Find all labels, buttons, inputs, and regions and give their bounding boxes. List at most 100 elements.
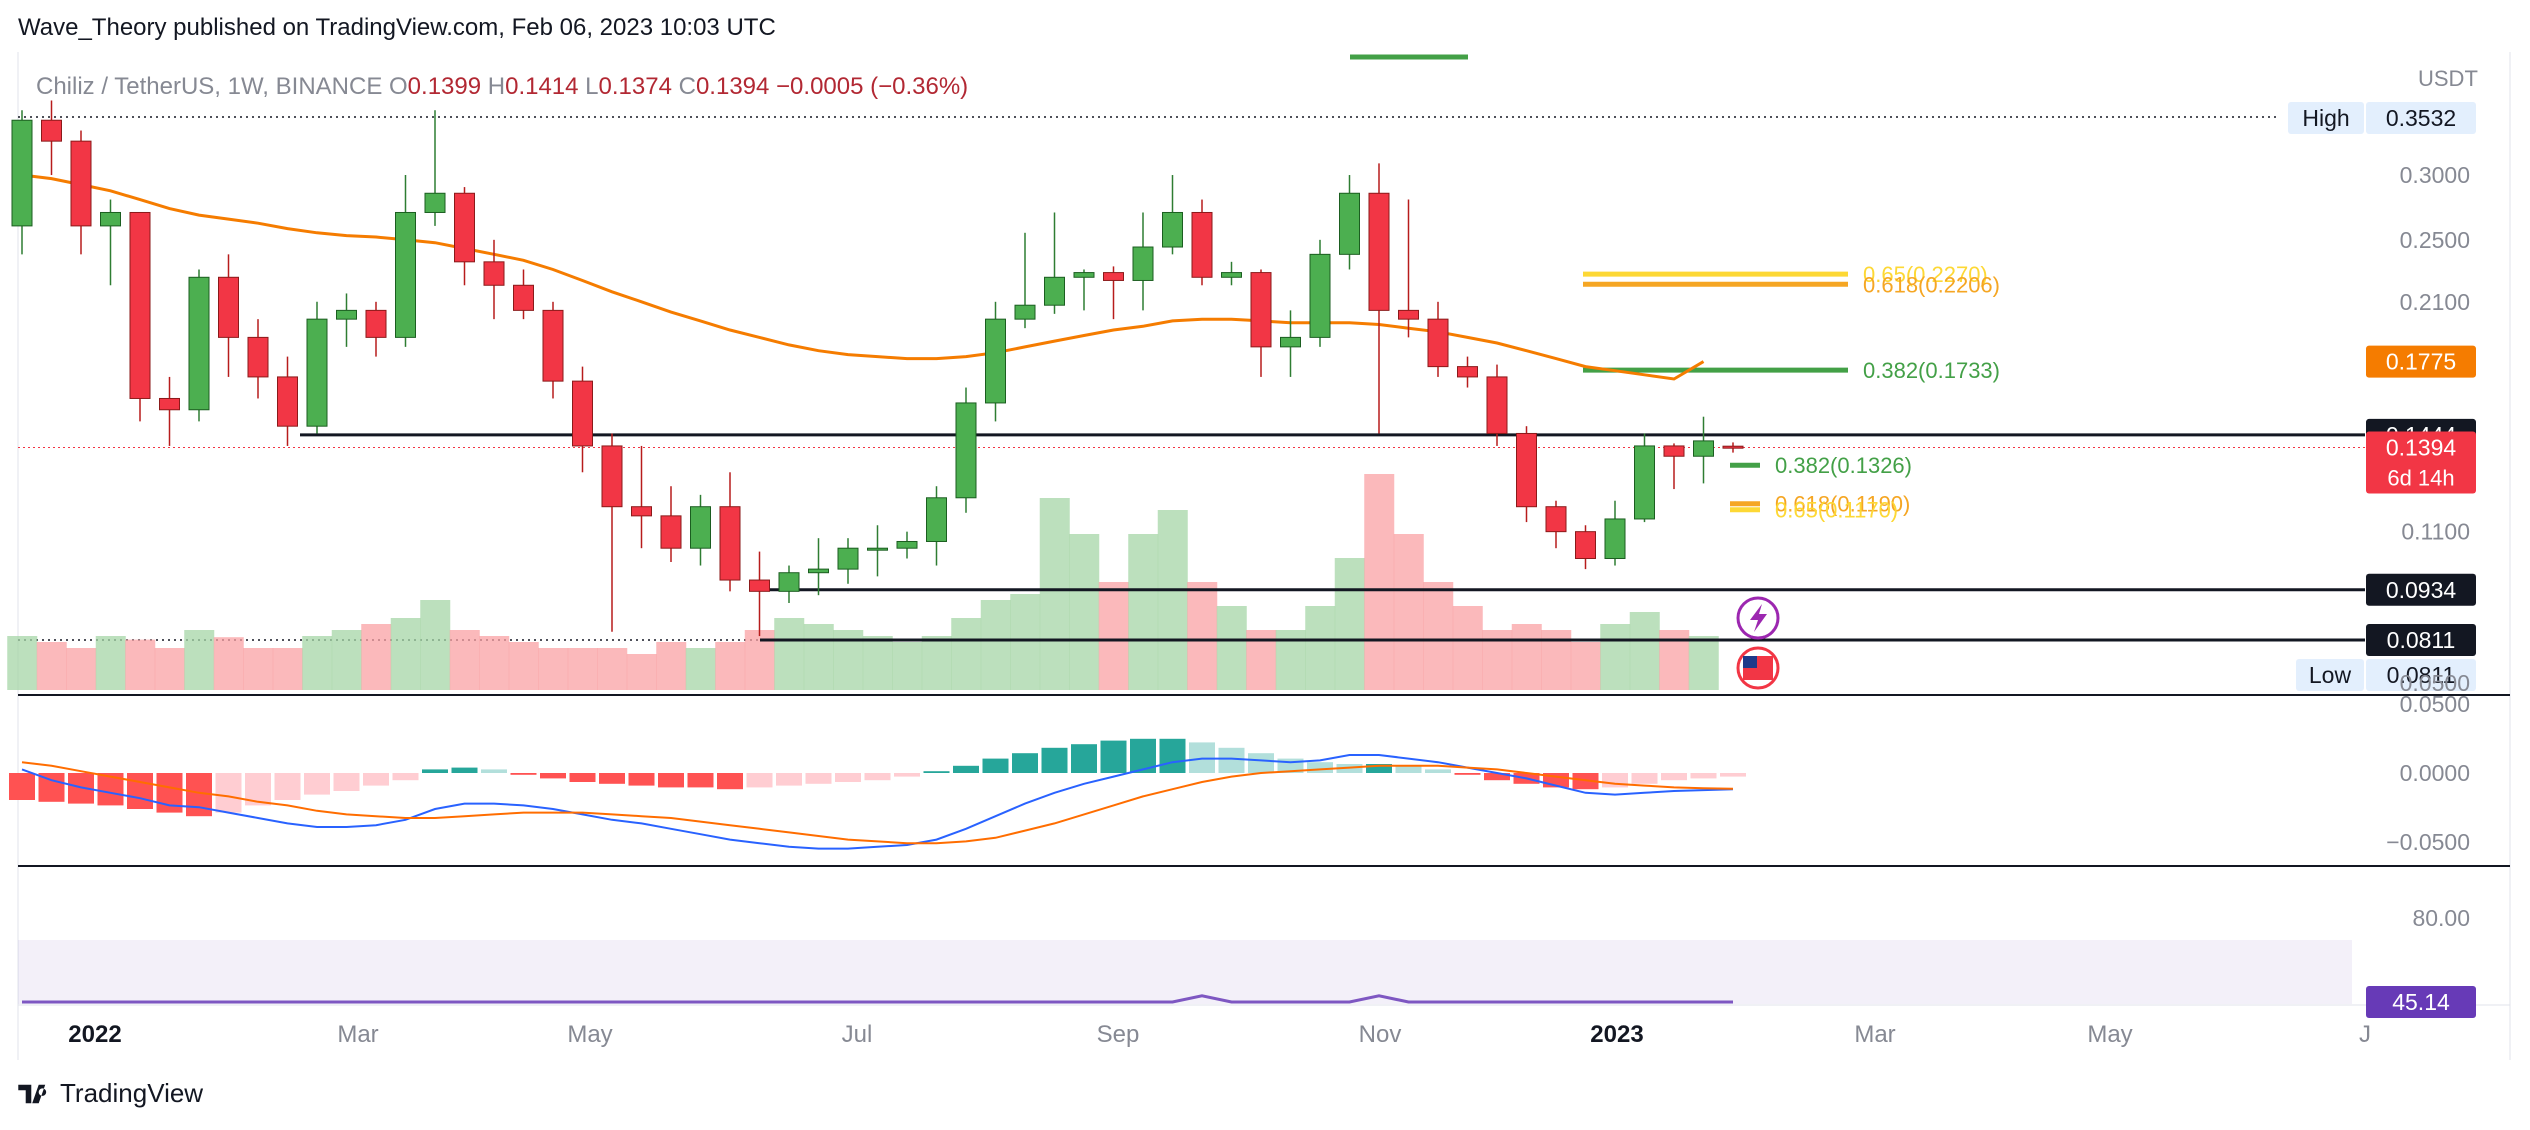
candle-body (1516, 432, 1537, 508)
candle-body (11, 119, 33, 227)
candle-body (424, 192, 446, 213)
macd-histogram-bar (1395, 765, 1422, 773)
candle-body (1250, 272, 1272, 348)
candle-body (660, 515, 682, 549)
macd-histogram-bar (392, 773, 419, 781)
volume-bar (862, 636, 893, 690)
candle-body (129, 211, 151, 399)
legend-part: 0.1399 (408, 73, 488, 100)
macd-histogram-bar (1366, 764, 1392, 773)
candle-body (365, 309, 387, 338)
candle-body (601, 445, 623, 508)
time-axis-label: Sep (1097, 1021, 1140, 1048)
candle-body (1044, 276, 1065, 306)
candle-body (896, 540, 918, 549)
fib-level-label: 0.65(0.1170) (1775, 498, 1898, 523)
volume-bar (1187, 582, 1218, 690)
volume-bar (66, 648, 97, 690)
volume-bar (213, 637, 244, 690)
volume-bar (774, 618, 805, 690)
candle-body (837, 547, 859, 570)
candle-body (70, 140, 92, 227)
volume-bar (7, 636, 38, 690)
volume-bar (1069, 534, 1100, 690)
volume-bar (921, 636, 952, 690)
volume-bar (538, 648, 569, 690)
volume-bar (390, 618, 421, 690)
volume-bar (1393, 534, 1424, 690)
volume-bar (1216, 606, 1247, 690)
macd-histogram-bar (333, 773, 360, 791)
volume-bar (1688, 636, 1719, 690)
legend-part: O (389, 73, 408, 100)
volume-bar (1334, 558, 1365, 690)
macd-histogram-bar (1454, 773, 1481, 775)
high-value-label: 0.3532 (2386, 105, 2456, 131)
candle-body (572, 380, 593, 447)
volume-bar (626, 654, 657, 690)
rsi-band (18, 940, 2352, 1004)
time-axis-label: Mar (1854, 1021, 1895, 1048)
lightning-icon-bolt (1750, 604, 1767, 632)
volume-bar (449, 630, 480, 690)
macd-histogram-bar (953, 765, 979, 773)
macd-histogram-bar (1690, 773, 1717, 779)
price-axis-tick: 0.2100 (2400, 289, 2470, 315)
macd-histogram-bar (1661, 773, 1687, 781)
candle-body (1545, 506, 1567, 533)
candle-body (778, 572, 800, 592)
volume-bar (479, 636, 510, 690)
price-axis-tick: 0.1100 (2401, 519, 2470, 545)
candle-body (1221, 272, 1242, 278)
candle-body (1398, 309, 1419, 320)
macd-histogram-bar (1218, 747, 1245, 773)
volume-bar (1305, 606, 1336, 690)
candle-body (1191, 211, 1213, 278)
macd-histogram-bar (9, 773, 35, 800)
candle-body (749, 579, 770, 592)
macd-histogram-bar (451, 767, 478, 773)
volume-bar (1511, 624, 1542, 690)
macd-histogram-bar (717, 773, 743, 790)
published-header: Wave_Theory published on TradingView.com… (18, 14, 776, 41)
volume-bar (892, 642, 923, 690)
level-tag-bg (2366, 573, 2476, 606)
candle-body (1457, 366, 1478, 378)
rsi-tag-bg (2366, 986, 2476, 1018)
fib-level-label: 0.382(0.1326) (1775, 453, 1912, 478)
candle-body (1132, 246, 1154, 281)
time-axis-label: May (2087, 1021, 2132, 1048)
volume-bar (656, 642, 687, 690)
volume-bar (715, 642, 746, 690)
candle-body (1368, 192, 1390, 311)
volume-bar (1570, 642, 1601, 690)
macd-axis-tick: 0.0000 (2400, 760, 2470, 786)
macd-histogram-bar (658, 773, 684, 788)
macd-histogram-bar (1248, 753, 1274, 773)
last-price-tag-bg (2366, 431, 2476, 494)
candle-body (926, 497, 947, 542)
candle-body (1103, 272, 1124, 281)
macd-histogram-bar (599, 773, 625, 784)
candle-body (1339, 192, 1360, 255)
candle-body (1575, 531, 1596, 559)
last-price-countdown: 6d 14h (2387, 465, 2454, 490)
macd-axis-tick: −0.0500 (2386, 829, 2470, 855)
volume-bar (1098, 582, 1129, 690)
volume-bar (508, 642, 539, 690)
currency-label: USDT (2418, 66, 2478, 91)
legend-part: 0.1374 (599, 73, 679, 100)
volume-bar (272, 648, 303, 690)
candle-body (1162, 211, 1183, 248)
candle-body (395, 211, 416, 338)
macd-histogram-bar (363, 773, 389, 786)
price-axis-tick: 0.3000 (2400, 162, 2470, 188)
high-value-bg (2366, 102, 2476, 134)
macd-signal-line (21, 761, 1734, 845)
macd-histogram-bar (628, 773, 655, 786)
volume-bar (1452, 606, 1483, 690)
level-tag-label: 0.0811 (2387, 627, 2456, 653)
last-price-value: 0.1394 (2386, 434, 2457, 460)
legend-part: Chiliz / TetherUS, 1W, BINANCE (36, 73, 389, 100)
